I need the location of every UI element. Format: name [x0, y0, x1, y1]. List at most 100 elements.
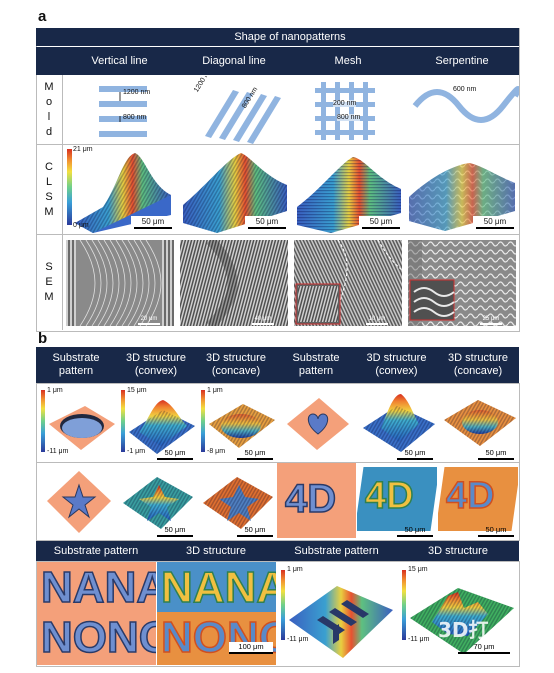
scalebar-line: [478, 535, 514, 537]
scalebar-line: [157, 458, 193, 460]
mold-label: 200 nm: [333, 100, 357, 107]
header-substrate-pattern: Substrate pattern: [294, 544, 379, 557]
star-convex-surface: [123, 477, 193, 529]
panel-b-header-bar: [36, 347, 519, 383]
header-3d-structure-convex: 3D structure (convex): [366, 352, 427, 377]
mold-diagonal-line-drawing: [205, 90, 281, 144]
colorbar-min-label: 0 μm: [73, 222, 89, 229]
heart-concave: 50 μm: [438, 384, 518, 461]
scalebar-label: 50 μm: [369, 217, 393, 226]
scalebar-line: [157, 535, 193, 537]
scalebar-line: [478, 458, 514, 460]
scalebar-line: [397, 458, 433, 460]
column-header-mesh: Mesh: [334, 54, 362, 67]
mold-vertical-line: 1200 nm 800 nm: [63, 76, 177, 144]
column-header-diagonal-line: Diagonal line: [202, 54, 266, 67]
scalebar-label: 50 μm: [404, 448, 426, 457]
letter: O: [192, 613, 228, 663]
panel-a-title: Shape of nanopatterns: [234, 30, 346, 43]
scalebar: 50 μm: [478, 525, 514, 537]
scalebar: 50 μm: [237, 525, 273, 537]
scalebar-label: 20 μm: [140, 316, 158, 322]
row-letter: S: [45, 190, 53, 203]
panel-a-title-bar: [36, 28, 519, 46]
scalebar-label: 70 μm: [473, 642, 495, 651]
letter: N: [40, 613, 73, 663]
nana-3d-base: [157, 562, 276, 612]
heart-convex: 50 μm: [357, 384, 437, 461]
star-convex: 50 μm: [117, 463, 196, 538]
letter: A: [256, 563, 276, 613]
colorbar-max-label: 1 μm: [47, 387, 63, 394]
scalebar-label: 50 μm: [244, 448, 266, 457]
scalebar-line: [366, 323, 388, 325]
header-3d-structure: 3D structure: [428, 544, 488, 557]
header-3d-structure: 3D structure: [186, 544, 246, 557]
letter: N: [224, 563, 257, 613]
nana-word: N A N A: [40, 563, 156, 613]
colorbar-max-label: 15 μm: [408, 566, 428, 573]
row-label-sem: S E M: [36, 235, 62, 330]
letter: O: [72, 613, 108, 663]
sem-mesh: 10 μm: [294, 240, 402, 326]
scalebar-label: 50 μm: [164, 448, 186, 457]
colorbar-max-label: 21 μm: [73, 146, 93, 153]
colorbar-max-label: 1 μm: [287, 566, 303, 573]
header-3d-structure-concave: 3D structure (concave): [448, 352, 508, 377]
nana-3d-word: N A N A: [160, 563, 276, 613]
scalebar-label: 50 μm: [255, 217, 279, 226]
sem-scalebar: 25 μm: [480, 316, 502, 325]
header-substrate-pattern: Substrate pattern: [53, 544, 139, 557]
sem-vertical-line: 20 μm: [66, 240, 174, 326]
scalebar-label: 50 μm: [404, 525, 426, 534]
scalebar-label: 100 μm: [238, 642, 264, 651]
scalebar: 50 μm: [157, 448, 193, 460]
circle-convex: 15 μm -1 μm 50 μm: [117, 384, 196, 461]
row-label-clsm: C L S M: [36, 145, 62, 234]
scalebar-label: 50 μm: [141, 217, 165, 226]
scalebar-line: [480, 323, 502, 325]
header-substrate-pattern: Substrate pattern: [292, 352, 340, 377]
scalebar-line: [248, 227, 286, 229]
row-letter: M: [44, 80, 54, 93]
row-letter: l: [47, 110, 51, 123]
column-header-serpentine: Serpentine: [435, 54, 489, 67]
4d-convex-text: 4D: [364, 474, 414, 518]
circle-concave: 1 μm -8 μm 50 μm: [197, 384, 276, 461]
heart-substrate-surface: [287, 398, 349, 450]
scalebar-label: 50 μm: [164, 525, 186, 534]
row-letter: S: [45, 261, 53, 273]
letter: N: [40, 563, 73, 613]
scalebar: 50 μm: [397, 525, 433, 537]
4d-concave: 4D 50 μm: [438, 463, 518, 538]
circle-convex-surface: [121, 390, 195, 454]
colorbar-max-label: 15 μm: [127, 387, 147, 394]
heart-substrate: [277, 384, 356, 461]
header-3d-structure-convex: 3D structure (convex): [126, 352, 186, 377]
scalebar-line: [476, 227, 514, 229]
sem-scalebar: 20 μm: [138, 316, 160, 325]
4d-substrate: 4D: [277, 463, 356, 538]
scalebar-label: 50 μm: [483, 217, 507, 226]
scalebar-line: [237, 535, 273, 537]
colorbar-min-label: -11 μm: [287, 636, 309, 643]
letter: O: [138, 613, 156, 663]
nana-nono-substrate: N A N A N O N O: [37, 562, 156, 665]
row-letter: M: [44, 291, 54, 303]
maze-substrate: 1 μm -11 μm: [277, 562, 397, 665]
mold-diagonal-line: 1200 nm 800 nm: [177, 76, 291, 144]
mold-serpentine-drawing: [412, 85, 519, 123]
heart-concave-surface: [444, 400, 516, 446]
row-letter: d: [45, 125, 53, 138]
letter: N: [160, 563, 193, 613]
scalebar-label: 25 μm: [482, 316, 500, 322]
scalebar-line: [237, 458, 273, 460]
scalebar-label: 50 μm: [244, 525, 266, 534]
scalebar: 50 μm: [478, 448, 514, 460]
heart-convex-surface: [363, 394, 435, 452]
column-divider: [62, 75, 63, 330]
letter: N: [104, 563, 137, 613]
sem-serpentine-image: [408, 240, 516, 326]
colorbar-min-label: -11 μm: [47, 448, 69, 455]
scalebar-line: [252, 323, 274, 325]
